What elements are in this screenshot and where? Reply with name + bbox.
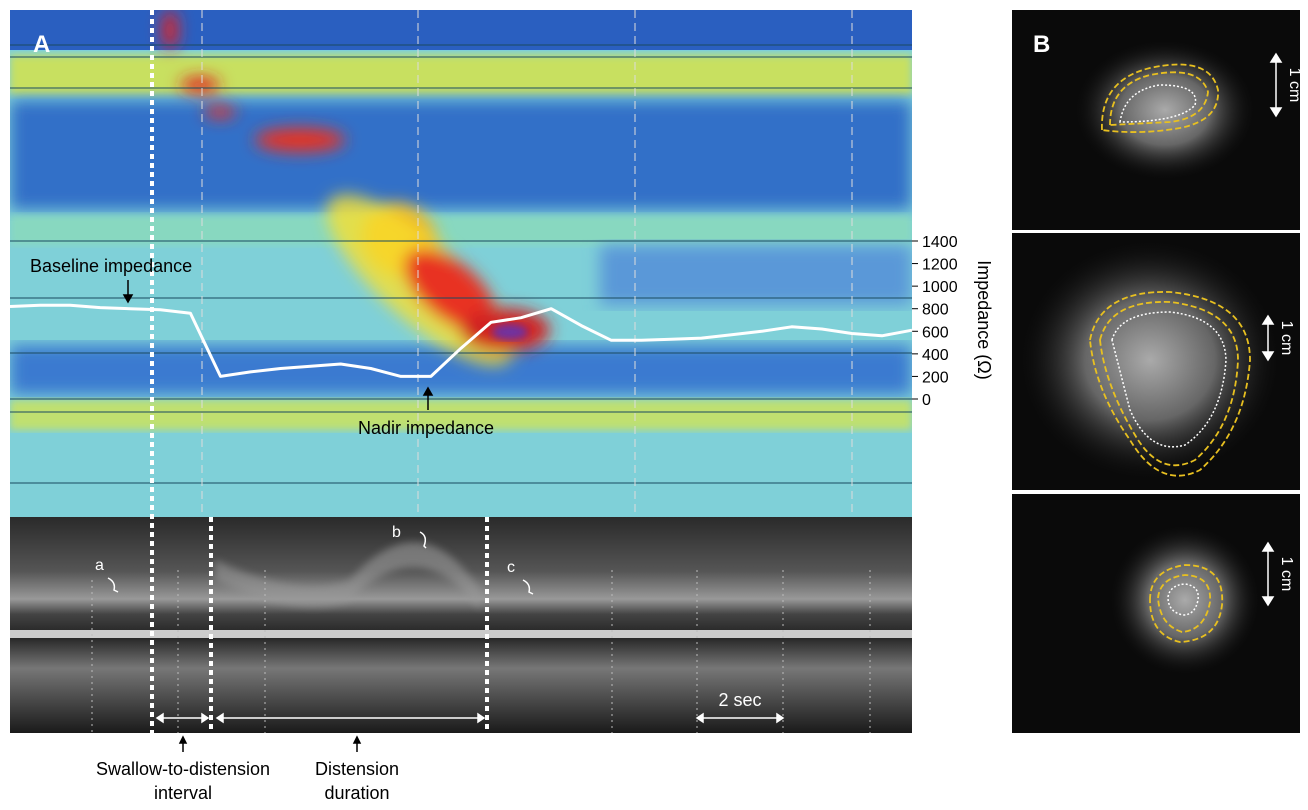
panel-label: A [33, 31, 50, 58]
ultrasound-mmode [10, 517, 912, 733]
event-markers [150, 10, 489, 733]
annotation: 2 sec [718, 690, 761, 710]
interval-label: Distension [315, 759, 399, 779]
y-tick-label: 0 [922, 392, 931, 409]
y-tick-label: 1200 [922, 257, 958, 274]
letter-arrows [107, 531, 534, 595]
y-tick-label: 400 [922, 347, 949, 364]
annotation: Nadir impedance [358, 418, 494, 438]
annotation: c [507, 559, 515, 576]
y-tick-label: 1000 [922, 279, 958, 296]
y-tick-label: 200 [922, 369, 949, 386]
annotation: b [392, 524, 401, 541]
annotation: Baseline impedance [30, 256, 192, 276]
y-tick-label: 600 [922, 324, 949, 341]
annotation: a [95, 557, 104, 574]
scale-label: 1 cm [1286, 68, 1303, 103]
interval-label: interval [154, 783, 212, 803]
y-tick-label: 800 [922, 302, 949, 319]
scale-label: 1 cm [1278, 557, 1295, 592]
scale-label: 1 cm [1278, 321, 1295, 356]
panel-b: B 1 cm 1 cm 1 cm [1012, 10, 1303, 733]
interval-arrows [155, 712, 785, 724]
pointer-arrows [122, 280, 434, 752]
y-tick-label: 1400 [922, 234, 958, 251]
impedance-map [10, 10, 912, 517]
axis-title: Impedance (Ω) [974, 260, 994, 380]
panel-label: B [1033, 31, 1050, 58]
interval-label: Swallow-to-distension [96, 759, 270, 779]
interval-label: duration [324, 783, 389, 803]
impedance-trace [9, 303, 913, 378]
